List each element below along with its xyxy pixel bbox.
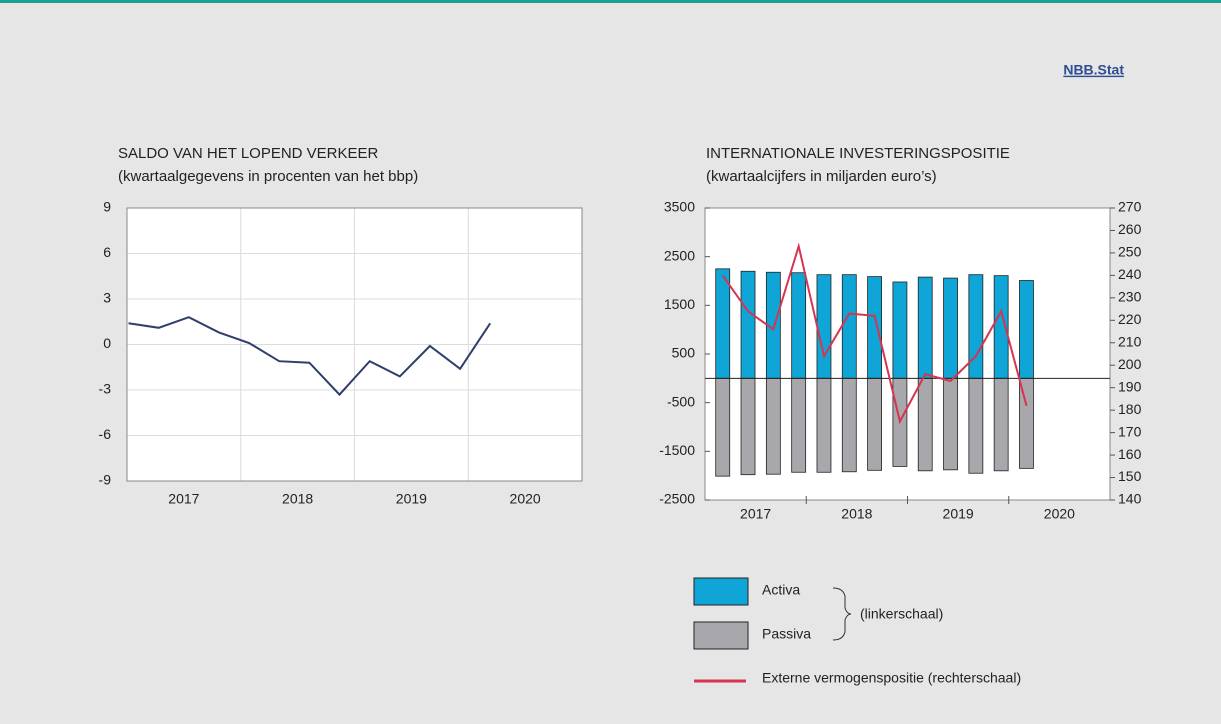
- bar: [1019, 377, 1034, 469]
- bar: [740, 377, 756, 476]
- y-tick-label: 1500: [664, 296, 695, 312]
- y2-tick-label: 240: [1118, 266, 1142, 282]
- x-tick-label: 2018: [282, 491, 313, 507]
- bar: [816, 377, 832, 473]
- x-tick-label: 2017: [168, 491, 199, 507]
- bar: [968, 377, 984, 474]
- x-tick-label: 2020: [510, 491, 541, 507]
- legend-brace: [832, 587, 852, 641]
- bar: [765, 377, 781, 475]
- link-text[interactable]: NBB.Stat: [1063, 62, 1124, 78]
- bar: [968, 274, 984, 379]
- bar: [715, 377, 731, 477]
- bar: [791, 272, 807, 379]
- legend-swatch: [693, 577, 749, 606]
- bar: [841, 274, 857, 379]
- x-tick-label: 2019: [396, 491, 427, 507]
- x-tick-label: 2020: [1044, 506, 1075, 522]
- bar: [867, 377, 882, 471]
- y2-tick-label: 260: [1118, 221, 1142, 237]
- y2-tick-label: 200: [1118, 356, 1142, 372]
- y-tick-label: 6: [103, 244, 111, 260]
- plot-frame: [126, 207, 583, 482]
- bar: [791, 377, 807, 473]
- bar: [841, 377, 857, 473]
- y-tick-label: -9: [99, 472, 112, 488]
- y-tick-label: 3: [103, 290, 111, 306]
- y2-tick-label: 220: [1118, 311, 1142, 327]
- y-tick-label: -1500: [659, 442, 695, 458]
- x-tick-label: 2018: [841, 506, 872, 522]
- y-tick-label: -2500: [659, 491, 695, 507]
- y-tick-label: -3: [99, 381, 112, 397]
- bar: [740, 270, 756, 379]
- bar: [917, 276, 933, 379]
- legend-label: Passiva: [762, 626, 811, 642]
- chart-title: INTERNATIONALE INVESTERINGSPOSITIE: [706, 145, 1010, 162]
- bar: [715, 268, 731, 379]
- bar: [943, 377, 958, 471]
- y-tick-label: 500: [672, 345, 696, 361]
- y2-tick-label: 270: [1118, 199, 1142, 215]
- y-tick-label: 9: [103, 199, 111, 215]
- x-tick-label: 2017: [740, 506, 771, 522]
- x-tick-label: 2019: [943, 506, 974, 522]
- bar: [1019, 280, 1034, 379]
- y2-tick-label: 250: [1118, 244, 1142, 260]
- nbb-link[interactable]: NBB.Stat: [1063, 62, 1124, 78]
- chart-subtitle: (kwartaalcijfers in miljarden euro’s): [706, 168, 937, 185]
- y2-tick-label: 140: [1118, 491, 1142, 507]
- y2-tick-label: 230: [1118, 289, 1142, 305]
- legend-swatch: [693, 621, 749, 650]
- y2-tick-label: 170: [1118, 423, 1142, 439]
- y2-tick-label: 180: [1118, 401, 1142, 417]
- data-line: [721, 242, 1028, 425]
- top-rule: [0, 0, 1221, 3]
- bar: [816, 274, 832, 379]
- legend-label: Externe vermogenspositie (rechterschaal): [762, 670, 1021, 686]
- plot-area: [704, 207, 1111, 501]
- chart-title: SALDO VAN HET LOPEND VERKEER: [118, 145, 379, 162]
- bar: [867, 276, 882, 379]
- y2-tick-label: 150: [1118, 468, 1142, 484]
- chart-subtitle: (kwartaalgegevens in procenten van het b…: [118, 168, 418, 185]
- data-line: [128, 316, 492, 397]
- legend-label: Activa: [762, 582, 800, 598]
- y-tick-label: 2500: [664, 247, 695, 263]
- y-tick-label: -500: [667, 393, 695, 409]
- bar: [993, 377, 1009, 472]
- bar: [917, 377, 933, 472]
- y-tick-label: -6: [99, 426, 112, 442]
- y2-tick-label: 160: [1118, 446, 1142, 462]
- legend-note: (linkerschaal): [860, 606, 943, 622]
- bar: [892, 281, 908, 379]
- bar: [943, 277, 958, 379]
- y2-tick-label: 190: [1118, 378, 1142, 394]
- y-tick-label: 3500: [664, 199, 695, 215]
- y2-tick-label: 210: [1118, 333, 1142, 349]
- y-tick-label: 0: [103, 335, 111, 351]
